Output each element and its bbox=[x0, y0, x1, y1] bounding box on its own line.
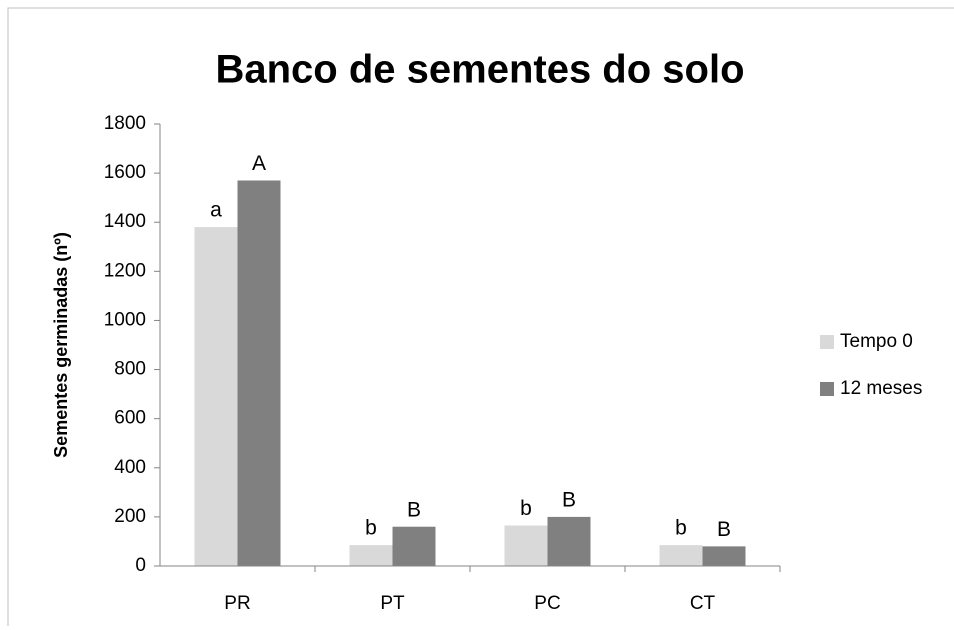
x-tick-label: PR bbox=[224, 593, 250, 614]
bar bbox=[237, 180, 281, 566]
bar-annotation: B bbox=[407, 498, 421, 521]
bar bbox=[547, 516, 591, 566]
y-tick-label: 200 bbox=[114, 506, 146, 527]
y-tick-label: 800 bbox=[114, 359, 146, 380]
y-axis-label: Sementes germinadas (nº) bbox=[51, 232, 71, 458]
bar-annotation: b bbox=[520, 497, 532, 520]
bar bbox=[659, 545, 703, 566]
bar-annotation: B bbox=[562, 488, 576, 511]
x-tick-label: CT bbox=[690, 593, 716, 614]
y-tick-label: 1400 bbox=[104, 211, 146, 232]
y-tick-label: 1200 bbox=[104, 260, 146, 281]
y-tick-label: 600 bbox=[114, 408, 146, 429]
y-tick-label: 1600 bbox=[104, 162, 146, 183]
bar bbox=[392, 526, 436, 566]
y-tick-label: 400 bbox=[114, 457, 146, 478]
bar-annotation: B bbox=[717, 518, 731, 541]
chart-title: Banco de sementes do solo bbox=[215, 48, 744, 92]
bar bbox=[349, 545, 393, 566]
y-tick-label: 0 bbox=[135, 555, 146, 576]
y-tick-label: 1800 bbox=[104, 113, 146, 134]
bar-annotation: b bbox=[365, 517, 377, 540]
x-tick-label: PC bbox=[534, 593, 560, 614]
chart-frame bbox=[7, 7, 954, 631]
legend-label: Tempo 0 bbox=[840, 331, 913, 352]
legend-label: 12 meses bbox=[840, 378, 922, 399]
legend-swatch bbox=[820, 335, 834, 349]
bar-annotation: a bbox=[210, 199, 222, 222]
legend-swatch bbox=[820, 382, 834, 396]
x-tick-label: PT bbox=[380, 593, 405, 614]
bar bbox=[504, 525, 548, 566]
bar bbox=[702, 546, 746, 566]
bar-annotation: b bbox=[675, 517, 687, 540]
y-tick-label: 1000 bbox=[104, 309, 146, 330]
bar bbox=[194, 227, 238, 566]
bar-annotation: A bbox=[252, 152, 266, 175]
